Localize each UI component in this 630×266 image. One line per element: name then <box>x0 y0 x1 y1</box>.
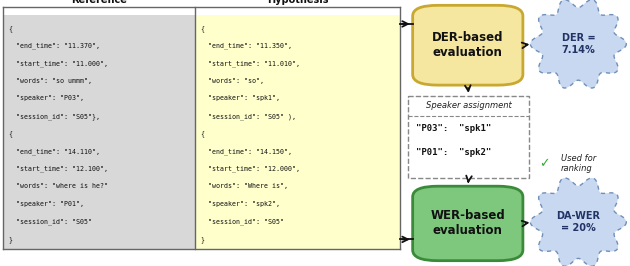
Text: "end_time": "14.110",: "end_time": "14.110", <box>8 148 100 155</box>
Text: "start_time": "12.000",: "start_time": "12.000", <box>200 166 301 172</box>
Polygon shape <box>530 0 626 88</box>
Text: "speaker": "P03",: "speaker": "P03", <box>8 95 84 102</box>
Text: "session_id": "S05"},: "session_id": "S05"}, <box>8 113 100 120</box>
Text: WER-based
evaluation: WER-based evaluation <box>430 209 505 238</box>
Text: "end_time": "11.350",: "end_time": "11.350", <box>200 43 292 49</box>
Text: "P03":  "spk1": "P03": "spk1" <box>416 124 491 133</box>
Text: "words": "where is he?": "words": "where is he?" <box>8 183 108 189</box>
Text: "speaker": "spk1",: "speaker": "spk1", <box>200 95 280 102</box>
Text: "end_time": "14.150",: "end_time": "14.150", <box>200 148 292 155</box>
Bar <box>408 96 529 178</box>
Text: "speaker": "P01",: "speaker": "P01", <box>8 201 84 207</box>
Polygon shape <box>530 178 626 266</box>
Text: Used for
ranking: Used for ranking <box>561 154 596 173</box>
Bar <box>408 96 529 116</box>
Text: DER =
7.14%: DER = 7.14% <box>561 33 595 55</box>
Text: "session_id": "S05": "session_id": "S05" <box>200 218 284 225</box>
Text: ✓: ✓ <box>539 157 549 170</box>
FancyBboxPatch shape <box>413 186 523 261</box>
Text: DER-based
evaluation: DER-based evaluation <box>432 31 503 59</box>
Text: "start_time": "11.010",: "start_time": "11.010", <box>200 60 301 67</box>
Text: Hypothesis: Hypothesis <box>267 0 328 5</box>
Text: Speaker assignment: Speaker assignment <box>426 101 512 110</box>
Text: "end_time": "11.370",: "end_time": "11.370", <box>8 43 100 49</box>
Text: "words": "so",: "words": "so", <box>200 78 265 84</box>
Text: {: { <box>200 25 204 32</box>
Text: "P01":  "spk2": "P01": "spk2" <box>416 148 491 157</box>
FancyBboxPatch shape <box>413 5 523 85</box>
Text: "speaker": "spk2",: "speaker": "spk2", <box>200 201 280 207</box>
Text: }: } <box>200 236 204 243</box>
Text: "start_time": "11.000",: "start_time": "11.000", <box>8 60 108 67</box>
Text: DA-WER
= 20%: DA-WER = 20% <box>556 211 600 233</box>
Text: Reference: Reference <box>71 0 127 5</box>
Text: "words": "Where is",: "words": "Where is", <box>200 183 289 189</box>
Bar <box>195 15 400 249</box>
Bar <box>3 15 195 249</box>
Text: {: { <box>8 131 12 137</box>
Text: "start_time": "12.100",: "start_time": "12.100", <box>8 166 108 172</box>
Text: {: { <box>8 25 12 32</box>
Text: "session_id": "S05": "session_id": "S05" <box>8 218 92 225</box>
Text: {: { <box>200 131 204 137</box>
Text: "words": "so ummm",: "words": "so ummm", <box>8 78 92 84</box>
Text: "session_id": "S05" ),: "session_id": "S05" ), <box>200 113 296 120</box>
Text: }: } <box>8 236 12 243</box>
